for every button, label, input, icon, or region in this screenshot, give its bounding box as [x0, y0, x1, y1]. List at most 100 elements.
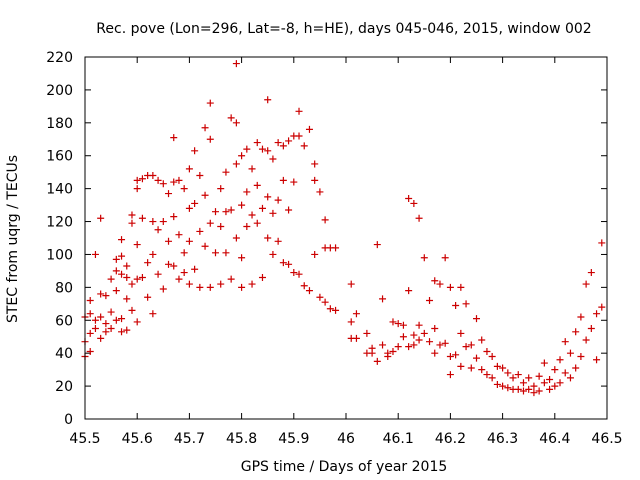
data-point: [546, 376, 554, 384]
data-point: [185, 204, 193, 212]
data-point: [91, 316, 99, 324]
data-point: [185, 237, 193, 245]
data-point: [467, 364, 475, 372]
data-point: [311, 176, 319, 184]
data-point: [196, 171, 204, 179]
data-point: [431, 325, 439, 332]
data-point: [170, 262, 178, 270]
data-point: [441, 254, 449, 262]
x-tick-label: 45.5: [69, 431, 100, 447]
data-point: [321, 216, 329, 224]
data-point: [253, 139, 261, 147]
data-point: [499, 364, 507, 372]
data-point: [165, 237, 173, 245]
data-point: [97, 313, 105, 321]
x-tick-label: 46.4: [539, 431, 570, 447]
data-point: [118, 270, 126, 278]
data-point: [514, 371, 522, 379]
data-point: [149, 250, 157, 258]
data-point: [86, 310, 94, 318]
data-point: [566, 374, 574, 382]
data-point: [248, 211, 256, 219]
y-tick-label: 140: [46, 182, 73, 198]
data-point: [123, 273, 131, 281]
data-point: [264, 96, 272, 104]
data-point: [415, 214, 423, 222]
data-point: [384, 352, 392, 360]
data-point: [196, 227, 204, 235]
data-point: [352, 334, 360, 342]
data-point: [305, 287, 313, 295]
data-point: [243, 188, 251, 196]
data-point: [556, 356, 564, 364]
y-axis-label: STEC from uqrg / TECUs: [5, 155, 21, 323]
data-point: [118, 252, 126, 260]
data-point: [462, 300, 470, 308]
data-point: [133, 275, 141, 283]
data-point: [300, 282, 308, 290]
data-point: [123, 326, 131, 334]
data-point: [389, 318, 397, 326]
data-point: [91, 325, 99, 332]
y-tick-label: 40: [55, 346, 73, 362]
data-point: [274, 237, 282, 245]
data-point: [394, 343, 402, 351]
data-point: [379, 341, 387, 349]
data-point: [373, 357, 381, 365]
data-point: [175, 231, 183, 239]
y-tick-label: 80: [55, 280, 73, 296]
data-point: [258, 145, 266, 153]
data-point: [290, 178, 298, 186]
data-point: [556, 379, 564, 387]
data-point: [373, 241, 381, 249]
data-point: [426, 338, 434, 346]
data-point: [577, 352, 585, 360]
data-point: [165, 190, 173, 198]
data-point: [227, 275, 235, 283]
data-point: [201, 242, 209, 250]
data-point: [389, 348, 397, 356]
data-point: [535, 372, 543, 380]
data-point: [180, 269, 188, 277]
data-point: [149, 218, 157, 226]
data-point: [311, 250, 319, 258]
data-point: [285, 206, 293, 214]
y-tick-label: 100: [46, 247, 73, 263]
data-point: [519, 379, 527, 387]
data-point: [352, 310, 360, 318]
data-point: [112, 287, 120, 295]
data-point: [572, 364, 580, 372]
data-point: [561, 338, 569, 346]
data-point: [165, 260, 173, 268]
data-point: [598, 239, 606, 247]
data-point: [405, 343, 413, 351]
data-point: [300, 142, 308, 150]
data-point: [593, 310, 601, 318]
data-point: [133, 176, 141, 184]
data-point: [285, 137, 293, 145]
data-point: [295, 107, 303, 115]
data-point: [504, 369, 512, 377]
data-point: [561, 369, 569, 377]
y-tick-label: 20: [55, 379, 73, 395]
data-point: [530, 389, 538, 397]
data-point: [144, 293, 152, 301]
data-point: [519, 387, 527, 395]
data-point: [123, 295, 131, 303]
data-point: [295, 270, 303, 278]
data-point: [587, 325, 595, 332]
data-point: [593, 356, 601, 364]
data-point: [551, 366, 559, 374]
data-point: [269, 250, 277, 258]
data-point: [206, 219, 214, 227]
data-point: [170, 178, 178, 186]
data-point: [279, 259, 287, 267]
data-point: [473, 354, 480, 362]
data-point: [159, 285, 167, 293]
data-point: [222, 208, 230, 216]
data-point: [149, 171, 157, 179]
data-point: [248, 165, 256, 173]
data-point: [499, 382, 507, 390]
data-point: [107, 325, 115, 332]
